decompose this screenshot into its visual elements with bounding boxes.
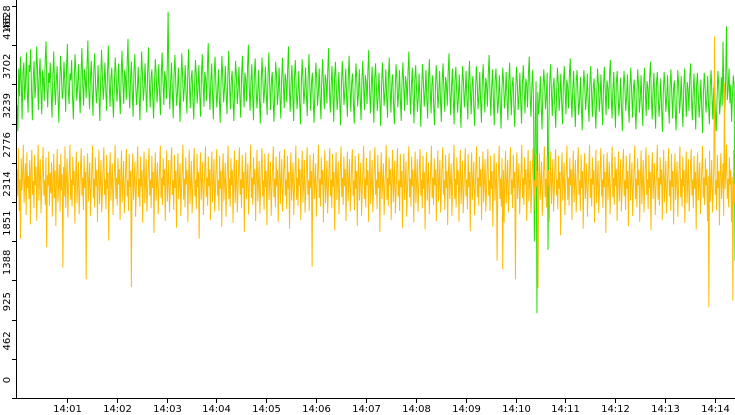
x-tick-label: 14:04: [202, 404, 231, 415]
x-tick-label: 14:02: [103, 404, 132, 415]
y-tick-label: 462: [2, 331, 13, 350]
x-tick-label: 14:08: [402, 404, 431, 415]
y-tick-label: 1851: [2, 210, 13, 235]
y-tick-label: 3239: [2, 93, 13, 118]
x-tick-label: 14:01: [53, 404, 82, 415]
x-axis-ticks: 14:01 14:02 14:03 14:04 14:05 14:06 14:07 14:08…: [53, 398, 730, 415]
series-line-1: [16, 11, 735, 314]
x-tick-label: 14:12: [601, 404, 630, 415]
x-tick-label: 14:14: [701, 404, 730, 415]
x-tick-label: 14:11: [551, 404, 580, 415]
y-tick-label: 0: [2, 377, 13, 383]
y-tick-label: 2776: [2, 132, 13, 157]
y-tick-label: 4165: [2, 14, 13, 39]
y-tick-label: 1388: [2, 250, 13, 275]
x-tick-label: 14:05: [252, 404, 281, 415]
x-tick-label: 14:03: [153, 404, 182, 415]
series-layer: [16, 11, 735, 314]
x-tick-label: 14:06: [302, 404, 331, 415]
y-tick-label: 3702: [2, 54, 13, 79]
x-tick-label: 14:07: [352, 404, 381, 415]
y-tick-label: 925: [2, 292, 13, 311]
x-tick-label: 14:10: [502, 404, 531, 415]
y-tick-label: 4628: [2, 5, 13, 30]
y-tick-label: 2314: [2, 171, 13, 196]
x-tick-label: 14:09: [452, 404, 481, 415]
x-tick-label: 14:13: [651, 404, 680, 415]
series-line-2: [16, 36, 735, 308]
